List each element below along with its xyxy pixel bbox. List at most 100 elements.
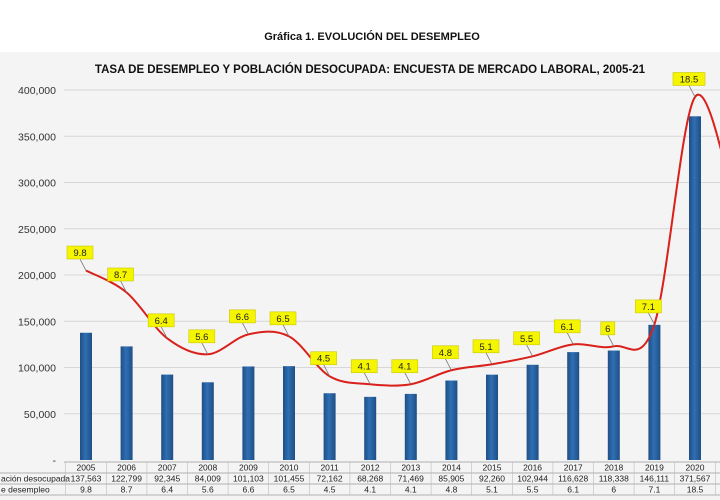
rate-leader-line [201, 342, 209, 355]
y-tick-label: 300,000 [18, 178, 56, 190]
table-cell-rate: 8.7 [121, 485, 133, 495]
bar-2006 [120, 346, 133, 460]
rate-leader-line [445, 358, 452, 371]
bar-2012 [364, 396, 377, 460]
rate-data-label: 18.5 [680, 75, 699, 86]
bar-2020 [689, 116, 701, 460]
bar-2009 [242, 366, 255, 460]
x-tick-label: 2019 [645, 463, 664, 473]
table-cell-rate: 7.1 [648, 485, 660, 495]
rate-label-box [107, 267, 134, 282]
table-cell-rate: 18.5 [687, 485, 704, 495]
table-cell-rate: 4.8 [445, 485, 457, 495]
table-cell-population: 72,162 [317, 474, 343, 484]
x-tick-label: 2005 [77, 463, 96, 473]
rate-data-label: 6.4 [155, 316, 168, 327]
table-cell-rate: 4.1 [364, 485, 376, 495]
rate-leader-line [526, 344, 533, 357]
table-cell-population: 137,563 [71, 474, 102, 484]
row-label-rate: e desempleo [1, 485, 50, 495]
table-cell-population: 118,338 [599, 474, 629, 484]
bar-2019 [648, 324, 661, 460]
rate-data-label: 7.1 [642, 302, 655, 313]
x-tick-label: 2016 [523, 463, 542, 473]
table-cell-rate: 5.6 [202, 485, 214, 495]
table-cell-rate: 4.5 [324, 485, 336, 495]
y-tick-label: 400,000 [18, 85, 56, 97]
table-cell-population: 92,345 [154, 474, 180, 484]
x-tick-label: 2018 [604, 463, 623, 473]
rate-data-label: 6 [605, 324, 610, 335]
rate-leader-line [120, 280, 127, 293]
rate-data-label: 6.6 [236, 312, 249, 323]
rate-leader-line [607, 334, 615, 347]
x-tick-label: 2009 [239, 463, 258, 473]
table-cell-population: 101,455 [274, 474, 305, 484]
rate-data-label: 5.5 [520, 334, 533, 345]
bar-2010 [283, 366, 295, 460]
bar-2008 [201, 382, 214, 460]
rate-label-box [310, 351, 337, 366]
chart-title: TASA DE DESEMPLEO Y POBLACIÓN DESOCUPADA… [94, 64, 646, 76]
table-cell-population: 92,260 [479, 474, 505, 484]
y-tick-label: 200,000 [18, 270, 56, 282]
rate-data-label: 9.8 [73, 248, 86, 259]
table-cell-rate: 6.6 [242, 485, 254, 495]
rate-data-label: 6.5 [276, 314, 289, 325]
y-tick-label: 350,000 [18, 131, 56, 143]
bar-2017 [567, 352, 580, 460]
table-cell-rate: 6.4 [161, 485, 173, 495]
rate-label-box [635, 299, 662, 314]
rate-data-label: 5.6 [195, 332, 208, 343]
x-tick-label: 2011 [320, 463, 339, 473]
rate-label-box [66, 245, 94, 260]
row-label-population: ación desocupada [1, 474, 70, 484]
y-tick-label: - [53, 455, 57, 467]
bar-2005 [80, 332, 92, 460]
table-cell-rate: 6.5 [283, 485, 295, 495]
table-cell-population: 146,111 [640, 474, 670, 484]
table-cell-rate: 6.1 [567, 485, 579, 495]
rate-data-label: 4.1 [358, 362, 371, 373]
rate-leader-line [363, 372, 371, 385]
rate-label-box [229, 309, 256, 324]
table-cell-rate: 6 [611, 485, 616, 495]
rate-label-box [147, 313, 175, 328]
table-cell-rate: 5.5 [527, 485, 539, 495]
bar-2016 [526, 364, 539, 460]
x-tick-label: 2015 [483, 463, 502, 473]
table-cell-rate: 9.8 [80, 485, 92, 495]
table-cell-population: 122,799 [111, 474, 142, 484]
rate-leader-line [648, 312, 655, 325]
rate-label-box [513, 331, 540, 346]
rate-data-label: 8.7 [114, 270, 127, 281]
table-cell-population: 84,009 [195, 474, 221, 484]
y-tick-label: 150,000 [18, 316, 56, 328]
rate-leader-line [323, 364, 330, 377]
table-cell-population: 71,469 [398, 474, 424, 484]
rate-label-box [350, 359, 378, 374]
y-tick-label: 100,000 [18, 363, 56, 375]
rate-leader-line [688, 85, 696, 98]
y-tick-label: 250,000 [18, 224, 56, 236]
bar-2013 [404, 393, 417, 460]
x-tick-label: 2007 [158, 463, 177, 473]
bar-2007 [161, 374, 174, 460]
figure-title: Gráfica 1. EVOLUCIÓN DEL DESEMPLEO [264, 31, 480, 43]
x-tick-label: 2017 [564, 463, 583, 473]
table-cell-population: 371,567 [680, 474, 711, 484]
x-tick-label: 2010 [280, 463, 299, 473]
bar-2011 [323, 393, 336, 460]
rate-label-box [553, 319, 581, 334]
x-tick-label: 2013 [401, 463, 420, 473]
rate-leader-line [404, 372, 412, 385]
bar-2015 [486, 374, 498, 460]
bar-2014 [445, 380, 458, 460]
x-tick-label: 2006 [117, 463, 136, 473]
rate-leader-line [566, 332, 574, 345]
rate-data-label: 4.5 [317, 354, 330, 365]
rate-leader-line [282, 324, 290, 337]
table-cell-population: 102,944 [517, 474, 548, 484]
x-tick-label: 2012 [361, 463, 380, 473]
rate-data-label: 5.1 [479, 342, 492, 353]
